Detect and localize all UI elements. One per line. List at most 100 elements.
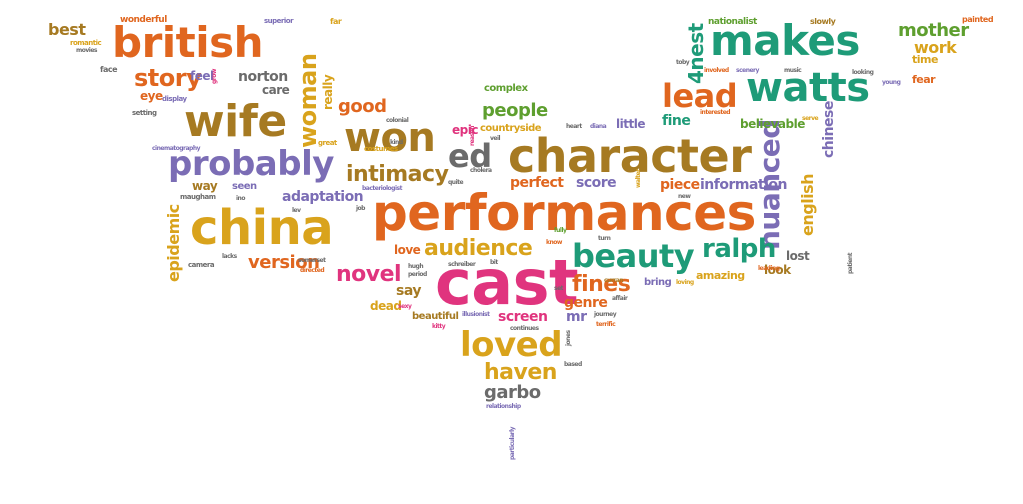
word-character: character — [508, 129, 752, 183]
word-chinese: chinese — [821, 101, 837, 158]
word-say: say — [396, 283, 421, 299]
word-woman: woman — [294, 53, 322, 148]
word-movies: movies — [76, 47, 97, 54]
word-countryside: countryside — [480, 123, 542, 134]
word-leading: leading — [758, 265, 780, 272]
word-cholera: cholera — [470, 167, 492, 174]
word-dead: dead — [370, 299, 402, 313]
word-sexy: sexy — [398, 303, 412, 310]
word-makes: makes — [710, 16, 860, 65]
word-journey: journey — [594, 311, 617, 318]
word-look: look — [764, 263, 791, 277]
word-bring: bring — [644, 277, 672, 288]
word-version: version — [248, 252, 320, 273]
word-performances: performances — [372, 184, 756, 242]
word-continues: continues — [510, 325, 539, 332]
word-illusionist: illusionist — [462, 311, 490, 318]
word-probably: probably — [168, 144, 334, 184]
word-bacteriologist: bacteriologist — [362, 185, 402, 192]
word-curran: curran — [604, 277, 624, 284]
word-score: score — [576, 175, 617, 191]
word-lost: lost — [786, 249, 810, 263]
word-relationship: relationship — [486, 403, 521, 410]
word-reason: reason — [469, 125, 476, 146]
word-lev: lev — [292, 207, 301, 214]
word-job: job — [356, 205, 365, 212]
word-audience: audience — [424, 236, 533, 261]
word-piece: piece — [660, 177, 700, 193]
word-romantic: romantic — [70, 39, 102, 47]
word-won: won — [344, 115, 436, 161]
word-terrific: terrific — [596, 321, 616, 328]
word-believable: believable — [740, 117, 805, 131]
word-adaptation: adaptation — [282, 189, 364, 205]
word-kind: kind — [390, 139, 403, 146]
word-fines: fines — [572, 272, 631, 297]
word-camera: camera — [188, 261, 215, 269]
word-beautiful: beautiful — [412, 311, 459, 322]
word-loved: loved — [460, 325, 563, 365]
word-really: really — [321, 74, 335, 110]
word-wonderful: wonderful — [120, 15, 167, 25]
word-garbo: garbo — [484, 382, 541, 403]
word-interested: interested — [700, 109, 731, 116]
word-great: great — [318, 139, 337, 147]
word-ino: ino — [236, 195, 245, 202]
word-cinematography: cinematography — [152, 145, 201, 152]
word-screen: screen — [498, 309, 548, 325]
word-complex: complex — [484, 83, 528, 94]
word-veil: veil — [490, 135, 501, 142]
word-novel: novel — [336, 262, 402, 287]
word-love: love — [394, 243, 421, 257]
word-know: know — [546, 239, 562, 246]
word-genre: genre — [564, 295, 608, 311]
word-somerset: somerset — [298, 257, 326, 264]
word-quite: quite — [448, 179, 464, 186]
word-norton: norton — [238, 69, 288, 85]
word-eye: eye — [140, 89, 163, 103]
word-ralph: ralph — [702, 234, 776, 264]
word-setting: setting — [132, 109, 157, 117]
word-loving: loving — [676, 279, 694, 286]
word-perfect: perfect — [510, 175, 564, 191]
word-face: face — [100, 65, 118, 74]
word-fear: fear — [912, 73, 936, 86]
word-involved: involved — [704, 67, 729, 74]
word-ed: ed — [448, 137, 492, 175]
word-best: best — [48, 20, 86, 39]
word-affair: affair — [612, 295, 628, 302]
word-painted: painted — [962, 15, 994, 24]
word-british: british — [112, 18, 264, 67]
word-period: period — [408, 271, 427, 278]
word-looking: looking — [852, 69, 874, 76]
word-amazing: amazing — [696, 269, 745, 282]
word-set: set — [554, 285, 564, 292]
word-good: good — [338, 96, 387, 117]
word-grow: grow — [211, 69, 218, 84]
word-people: people — [482, 100, 548, 121]
word-seen: seen — [232, 181, 257, 192]
word-nationalist: nationalist — [708, 17, 757, 27]
word-kitty: kitty — [432, 323, 446, 330]
word-based: based — [564, 361, 582, 368]
word-epidemic: epidemic — [164, 204, 183, 282]
word-young: young — [882, 79, 901, 86]
word-diana: diana — [590, 123, 607, 130]
word-lead: lead — [662, 77, 738, 115]
word-time: time — [912, 53, 938, 66]
word-china: china — [190, 200, 334, 256]
word-wife: wife — [184, 96, 287, 147]
word-way: way — [192, 179, 218, 193]
word-story: story — [134, 64, 202, 92]
word-scenery: scenery — [736, 67, 759, 74]
word-far: far — [330, 17, 342, 26]
word-heart: heart — [566, 123, 582, 130]
word-feel: feel — [190, 69, 214, 83]
word-bit: bit — [490, 259, 498, 266]
word-epic: epic — [452, 123, 478, 137]
word-fully: fully — [554, 227, 567, 234]
word-jones: jones — [565, 330, 572, 346]
word-4nest: 4nest — [684, 23, 708, 84]
word-directed: directed — [300, 267, 325, 274]
